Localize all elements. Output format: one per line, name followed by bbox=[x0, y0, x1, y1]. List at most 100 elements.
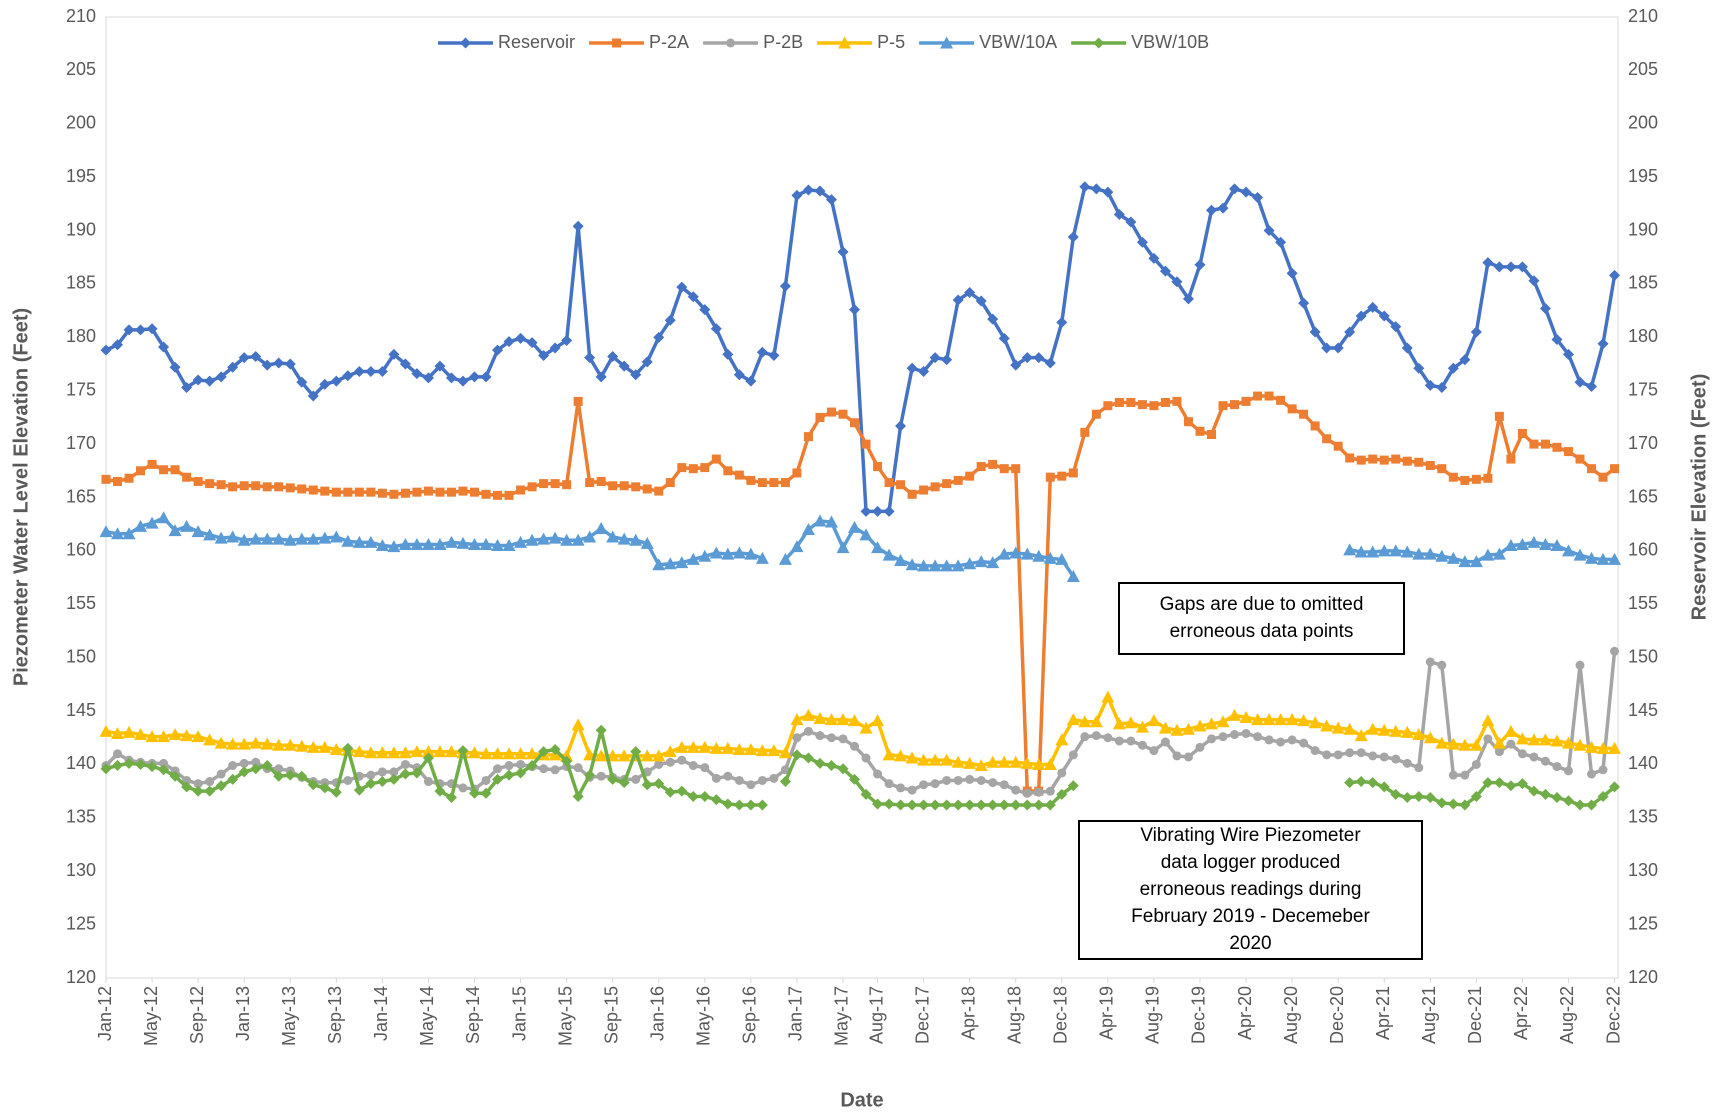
y2-tick-label: 170 bbox=[1628, 433, 1658, 453]
marker bbox=[1276, 395, 1286, 405]
marker bbox=[399, 768, 411, 780]
y-tick-label: 195 bbox=[66, 166, 96, 186]
marker bbox=[1010, 799, 1022, 811]
marker bbox=[549, 743, 561, 755]
legend-label: P-5 bbox=[877, 32, 905, 52]
marker bbox=[1482, 777, 1494, 789]
marker bbox=[998, 332, 1010, 344]
legend-label: VBW/10A bbox=[979, 32, 1057, 52]
marker bbox=[1309, 326, 1321, 338]
marker bbox=[1009, 755, 1023, 768]
marker bbox=[376, 366, 388, 378]
marker bbox=[1183, 417, 1193, 427]
marker bbox=[1413, 362, 1425, 374]
x-tick-label: Dec-19 bbox=[1189, 986, 1209, 1044]
marker bbox=[723, 771, 733, 781]
marker bbox=[1402, 456, 1412, 466]
marker bbox=[1172, 396, 1182, 406]
marker bbox=[676, 281, 688, 293]
marker bbox=[652, 558, 666, 571]
marker bbox=[320, 486, 330, 496]
marker bbox=[942, 775, 952, 785]
marker bbox=[884, 779, 894, 789]
marker bbox=[1241, 396, 1251, 406]
marker bbox=[548, 531, 562, 544]
marker bbox=[181, 382, 193, 394]
series bbox=[99, 511, 1622, 583]
marker bbox=[1021, 352, 1033, 364]
marker bbox=[1102, 186, 1114, 198]
marker bbox=[918, 799, 930, 811]
marker bbox=[318, 531, 332, 544]
marker bbox=[525, 533, 539, 546]
marker bbox=[607, 773, 619, 785]
marker bbox=[444, 535, 458, 548]
marker bbox=[446, 487, 456, 497]
marker bbox=[514, 535, 528, 548]
marker bbox=[561, 335, 573, 347]
marker bbox=[1562, 795, 1574, 807]
marker bbox=[940, 753, 954, 766]
marker bbox=[433, 537, 447, 550]
y-tick-label: 150 bbox=[66, 646, 96, 666]
marker bbox=[1287, 404, 1297, 414]
marker bbox=[606, 530, 620, 543]
marker bbox=[917, 753, 931, 766]
y2-tick-label: 140 bbox=[1628, 753, 1658, 773]
marker bbox=[168, 728, 182, 741]
marker bbox=[1587, 464, 1597, 474]
marker bbox=[410, 537, 424, 550]
x-tick-label: May-15 bbox=[555, 986, 575, 1046]
y2-tick-label: 160 bbox=[1628, 540, 1658, 560]
marker bbox=[1172, 751, 1182, 761]
x-tick-label: Dec-21 bbox=[1465, 986, 1485, 1044]
marker bbox=[1205, 204, 1217, 216]
y-tick-label: 120 bbox=[66, 967, 96, 987]
marker bbox=[1587, 769, 1597, 779]
marker bbox=[377, 767, 387, 777]
marker bbox=[664, 314, 676, 326]
marker bbox=[387, 540, 401, 553]
marker bbox=[1516, 778, 1528, 790]
marker bbox=[250, 763, 262, 775]
marker bbox=[1596, 741, 1610, 754]
marker bbox=[342, 370, 354, 382]
marker bbox=[825, 760, 837, 772]
marker bbox=[941, 354, 953, 366]
marker bbox=[250, 351, 262, 363]
marker bbox=[124, 473, 134, 483]
marker bbox=[629, 533, 643, 546]
marker bbox=[1010, 359, 1022, 371]
marker bbox=[100, 763, 112, 775]
marker bbox=[1239, 710, 1253, 723]
marker bbox=[953, 475, 963, 485]
marker bbox=[665, 478, 675, 488]
marker bbox=[516, 759, 526, 769]
marker bbox=[1493, 777, 1505, 789]
marker bbox=[918, 366, 930, 378]
marker bbox=[1470, 326, 1482, 338]
marker bbox=[882, 548, 896, 561]
annotation-box bbox=[1118, 582, 1405, 655]
marker bbox=[493, 764, 503, 774]
marker bbox=[1423, 547, 1437, 560]
marker bbox=[526, 337, 538, 349]
marker bbox=[343, 487, 353, 497]
marker bbox=[1308, 716, 1322, 729]
marker bbox=[1400, 725, 1414, 738]
marker bbox=[1425, 657, 1435, 667]
x-tick-label: Aug-22 bbox=[1557, 986, 1577, 1044]
marker bbox=[1402, 758, 1412, 768]
marker bbox=[1414, 763, 1424, 773]
y-tick-label: 205 bbox=[66, 59, 96, 79]
marker bbox=[746, 780, 756, 790]
marker bbox=[491, 747, 505, 760]
marker bbox=[1389, 724, 1403, 737]
legend-label: P-2A bbox=[649, 32, 689, 52]
y-tick-label: 170 bbox=[66, 433, 96, 453]
marker bbox=[434, 785, 446, 797]
marker bbox=[940, 559, 954, 572]
marker bbox=[458, 783, 468, 793]
marker bbox=[1345, 748, 1355, 758]
marker bbox=[654, 486, 664, 496]
